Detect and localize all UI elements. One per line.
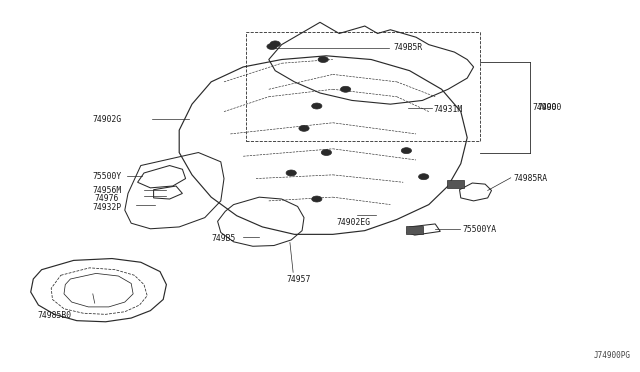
Circle shape xyxy=(312,196,322,202)
Text: 74902G: 74902G xyxy=(93,115,122,124)
Bar xyxy=(406,226,423,234)
Circle shape xyxy=(401,148,412,154)
Text: 74976: 74976 xyxy=(95,194,119,203)
Text: 74902EG: 74902EG xyxy=(336,218,370,227)
Text: 75500YA: 75500YA xyxy=(462,225,496,234)
Text: 74985RA: 74985RA xyxy=(513,174,547,183)
Circle shape xyxy=(299,125,309,131)
Text: 74957: 74957 xyxy=(287,275,311,284)
Circle shape xyxy=(318,57,328,62)
Circle shape xyxy=(419,174,429,180)
Text: 74900: 74900 xyxy=(532,103,557,112)
Circle shape xyxy=(312,103,322,109)
Bar xyxy=(246,32,480,141)
Circle shape xyxy=(286,170,296,176)
Text: 74985B0: 74985B0 xyxy=(37,311,71,320)
Circle shape xyxy=(340,86,351,92)
Text: J74900PG: J74900PG xyxy=(593,351,630,360)
Text: 74900: 74900 xyxy=(538,103,562,112)
Text: 74931M: 74931M xyxy=(434,105,463,114)
Bar xyxy=(447,180,464,188)
Circle shape xyxy=(270,41,280,47)
Text: 749B5: 749B5 xyxy=(211,234,236,243)
Text: 749B5R: 749B5R xyxy=(393,44,422,52)
Text: 75500Y: 75500Y xyxy=(93,172,122,181)
Text: 74956M: 74956M xyxy=(93,186,122,195)
Circle shape xyxy=(321,150,332,155)
Text: 74932P: 74932P xyxy=(93,203,122,212)
Circle shape xyxy=(267,44,277,49)
